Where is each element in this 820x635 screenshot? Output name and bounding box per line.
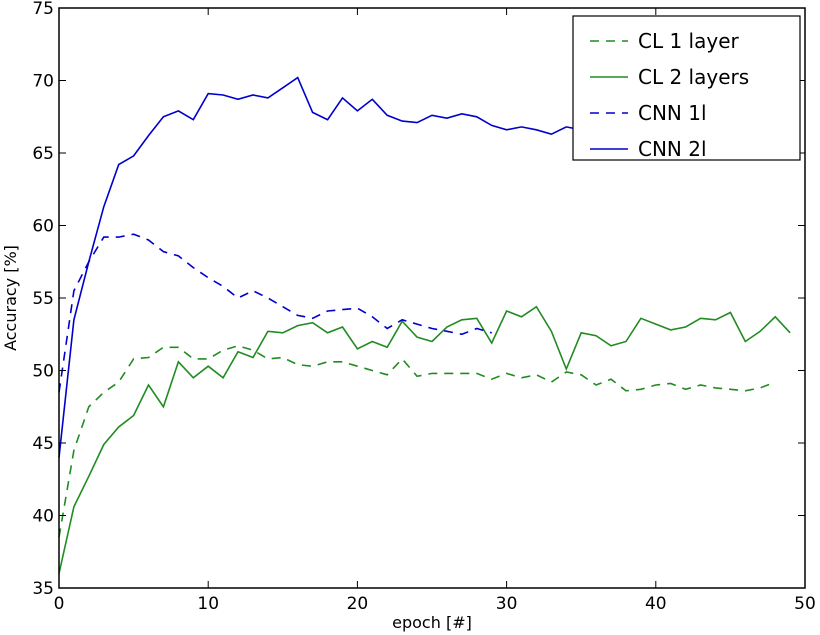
legend-label: CL 2 layers (638, 65, 749, 89)
x-tick-label: 20 (347, 594, 369, 614)
x-tick-label: 30 (496, 594, 518, 614)
series-line-cl-1-layer (58, 344, 776, 538)
x-tick-label: 50 (794, 594, 816, 614)
y-tick-label: 65 (32, 144, 54, 164)
ticks-layer: 0 10 20 30 40 50 35 40 45 50 55 60 65 70 75 (32, 0, 815, 614)
y-tick-label: 45 (32, 434, 54, 454)
x-tick-label: 40 (645, 594, 667, 614)
x-tick-label: 0 (54, 594, 65, 614)
series-layer (58, 76, 791, 574)
y-tick-label: 60 (32, 217, 54, 237)
y-tick-label: 35 (32, 579, 54, 599)
legend-label: CNN 1l (638, 101, 707, 125)
x-tick-label: 10 (197, 594, 219, 614)
legend-box (572, 15, 801, 161)
legend: CL 1 layer CL 2 layers CNN 1l CNN 2l (572, 15, 801, 161)
y-tick-label: 55 (32, 289, 54, 309)
y-tick-label: 50 (32, 362, 54, 382)
series-line-cnn-1l (58, 233, 492, 393)
series-line-cl-2-layers (58, 305, 791, 574)
y-tick-label: 75 (32, 0, 54, 19)
legend-label: CL 1 layer (638, 29, 740, 53)
y-axis-label: Accuracy [%] (1, 245, 20, 351)
y-tick-label: 70 (32, 72, 54, 92)
series-line-cnn-2l (58, 76, 582, 458)
x-axis-label: epoch [#] (392, 613, 472, 632)
legend-label: CNN 2l (638, 137, 707, 161)
y-tick-label: 40 (32, 507, 54, 527)
